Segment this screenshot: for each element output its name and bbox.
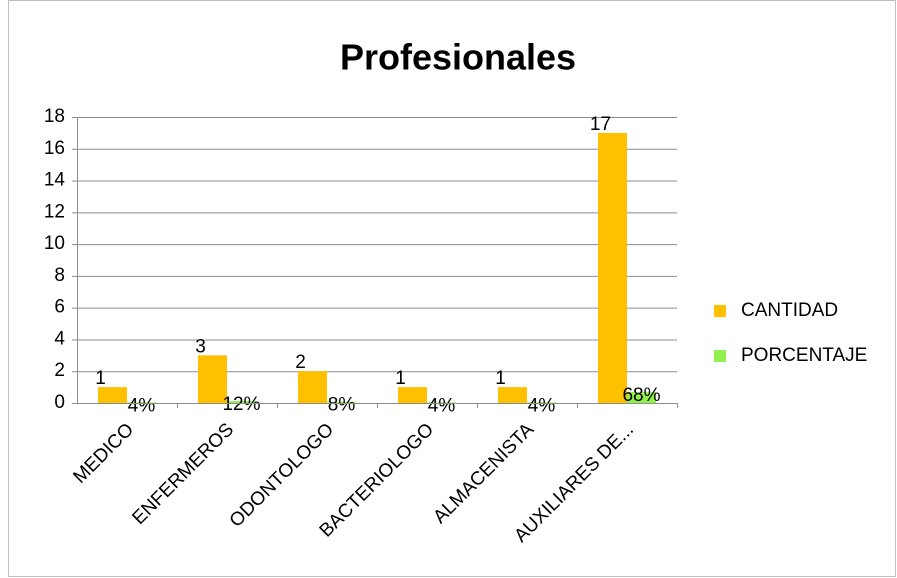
y-tick-label: 10 [44, 233, 65, 254]
y-tick-label: 4 [54, 328, 65, 349]
legend-label: CANTIDAD [741, 300, 838, 321]
y-tick-label: 6 [54, 297, 65, 318]
y-tick-label: 12 [44, 201, 65, 222]
legend-swatch [714, 305, 726, 317]
data-label: 3 [195, 336, 206, 357]
data-label: 4% [128, 395, 156, 416]
bar [527, 402, 556, 403]
data-label: 1 [495, 368, 506, 389]
bar [498, 387, 527, 403]
y-tick-label: 0 [54, 392, 65, 413]
data-label: 17 [590, 114, 611, 135]
data-label: 8% [328, 395, 356, 416]
data-label: 1 [95, 368, 106, 389]
bar [127, 402, 156, 403]
y-tick-label: 8 [54, 265, 65, 286]
bar [398, 387, 427, 403]
data-label: 12% [222, 394, 260, 415]
chart-frame [8, 0, 896, 577]
data-label: 4% [528, 395, 556, 416]
bar [98, 387, 127, 403]
bar [598, 132, 627, 403]
bar [298, 371, 327, 403]
y-tick-label: 18 [44, 106, 65, 127]
bar [327, 401, 356, 403]
y-tick-label: 16 [44, 138, 65, 159]
bar [198, 355, 227, 403]
chart-title: Profesionales [340, 37, 576, 78]
y-tick-label: 2 [54, 360, 65, 381]
data-label: 4% [428, 395, 456, 416]
y-tick-label: 14 [44, 170, 66, 191]
data-label: 1 [395, 368, 406, 389]
data-label: 68% [622, 385, 660, 406]
legend-swatch [714, 350, 726, 362]
legend-label: PORCENTAJE [741, 345, 867, 366]
data-label: 2 [295, 352, 306, 373]
bar [627, 392, 656, 403]
bar [427, 402, 456, 403]
bar [227, 401, 256, 403]
